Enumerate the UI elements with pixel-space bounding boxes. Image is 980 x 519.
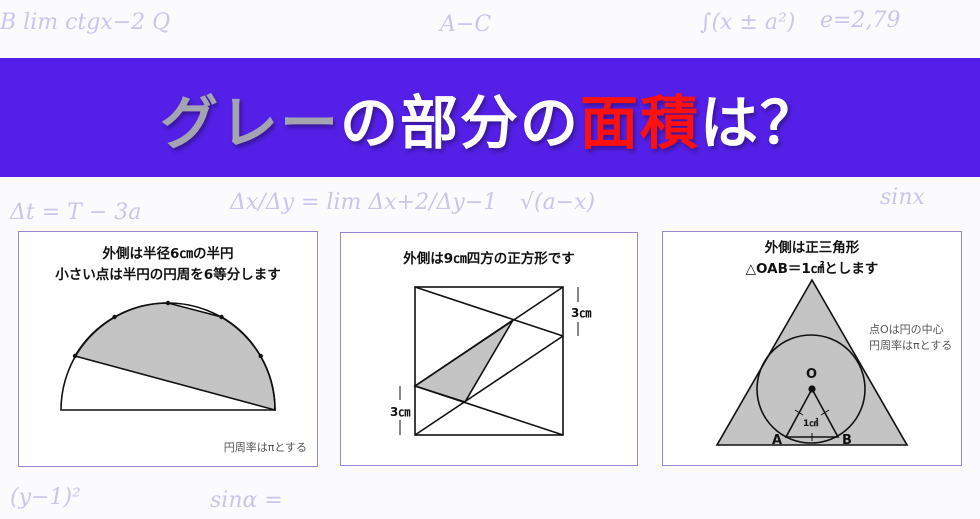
title-part: は？ xyxy=(700,88,821,157)
bg-formula: √(a−x) xyxy=(520,190,596,215)
bg-formula: (y−1)² xyxy=(10,485,81,510)
panel-heading: 外側は半径6㎝の半円 xyxy=(102,246,234,262)
point-label-a: A xyxy=(772,433,783,448)
dimension-label-bottom: 3㎝ xyxy=(390,405,411,419)
division-point xyxy=(112,314,117,320)
square-outline xyxy=(414,286,564,436)
division-point xyxy=(258,353,263,359)
dimension-label-top: 3㎝ xyxy=(571,306,592,320)
point-label-b: B xyxy=(842,433,852,448)
bg-formula: sinα = xyxy=(210,488,283,513)
panel-subheading: 小さい点は半円の円周を6等分します xyxy=(55,267,281,283)
center-note: 点Oは円の中心 円周率はπとする xyxy=(869,322,952,354)
title-part: の部分の xyxy=(339,88,580,157)
panel-subheading: △OAB＝1㎠とします xyxy=(745,261,879,277)
pi-note: 円周率はπとする xyxy=(223,441,307,454)
panel-heading: 外側は正三角形 xyxy=(764,240,860,256)
line xyxy=(414,286,564,387)
bg-formula: A−C xyxy=(440,12,492,37)
bg-formula: Δt = T − 3a xyxy=(10,200,142,225)
center-note-line: 点Oは円の中心 xyxy=(869,323,944,336)
panel-heading: 外側は9㎝四方の正方形です xyxy=(403,251,575,267)
semicircle-diagram xyxy=(60,300,276,412)
bg-formula: e=2,79 xyxy=(820,8,901,33)
line xyxy=(414,385,564,436)
bg-formula: sinx xyxy=(880,185,925,210)
title-gray-part: グレー xyxy=(159,88,340,157)
division-point xyxy=(165,300,171,306)
title-red-part: 面積 xyxy=(580,88,701,157)
area-label: 1㎠ xyxy=(803,419,819,429)
bg-formula: Δx/Δy = lim Δx+2/Δy−1 xyxy=(230,190,498,215)
line xyxy=(414,335,564,436)
inscribed-circle xyxy=(756,334,866,444)
semicircle-outline xyxy=(60,302,276,411)
pi-note: 円周率はπとする xyxy=(869,339,953,352)
triangle-diagram xyxy=(715,278,909,446)
title-banner: グレーの部分の面積は？ xyxy=(0,58,980,177)
shaded-region xyxy=(73,302,276,412)
page-title: グレーの部分の面積は？ xyxy=(160,76,820,160)
center-point-o xyxy=(808,385,816,393)
division-point xyxy=(219,314,224,320)
bg-formula: B lim ctgx−2 Q xyxy=(0,10,171,35)
square-diagram xyxy=(399,286,579,436)
division-point xyxy=(72,353,78,359)
shaded-triangle xyxy=(413,319,514,403)
line xyxy=(414,286,564,337)
bg-formula: ∫(x ± a²) xyxy=(700,10,796,35)
point-label-o: O xyxy=(806,367,818,382)
